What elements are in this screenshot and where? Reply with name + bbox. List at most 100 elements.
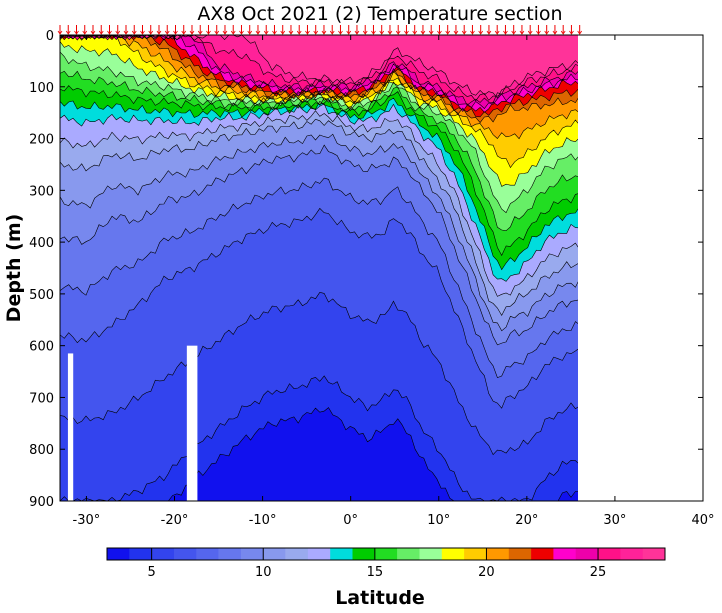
isotherm-26 [60,35,578,102]
x-tick-label: 0° [343,513,358,528]
colorbar-swatch [196,548,219,560]
colorbar-tick-label: 5 [147,565,155,580]
profile-marker-head [197,30,203,35]
profile-marker-head [577,30,583,35]
profile-marker-head [239,30,244,35]
profile-marker-head [560,30,566,35]
colorbar-swatch [374,548,398,560]
chart-title: AX8 Oct 2021 (2) Temperature section [197,3,562,25]
colorbar-swatch [553,548,576,560]
colorbar-tick-label: 20 [478,565,495,580]
profile-marker-head [74,30,79,35]
colorbar-swatch [464,548,487,560]
profile-marker-head [247,30,253,35]
x-tick-label: -30° [73,513,101,528]
profile-marker-head [82,30,88,35]
colorbar-tick-label: 10 [255,565,272,580]
profile-marker-head [453,30,459,35]
profile-marker-head [214,30,220,35]
colorbar-swatch [151,548,175,560]
colorbar-swatch [441,548,465,560]
x-tick-label: 30° [603,513,626,528]
profile-marker-head [420,30,426,35]
colorbar-swatch [129,548,152,560]
y-axis-label: Depth (m) [3,214,25,323]
isotherm-6 [60,291,578,456]
profile-marker-head [519,30,525,35]
y-axis-ticks: 0 100 200 300 400 500 600 700 800 900 [29,29,703,510]
profile-marker-head [461,30,467,35]
profile-marker-head [313,30,319,35]
isotherm-24 [60,35,578,109]
isotherm-27 [60,35,578,99]
colorbar-swatch [307,548,331,560]
temperature-contour-field [60,35,578,501]
colorbar-swatch [285,548,309,560]
isotherm-8 [60,177,578,378]
x-tick-label: 40° [691,513,714,528]
profile-marker-head [544,30,550,35]
profile-marker-head [338,30,343,35]
colorbar-swatch [107,548,130,560]
colorbar-swatch [508,548,532,560]
profile-marker-head [428,30,434,35]
profile-marker-head [511,30,517,35]
profile-marker-head [230,30,236,35]
colorbar [106,547,666,561]
colorbar-swatch [419,548,443,560]
y-tick-label: 300 [29,184,54,199]
isotherm-12 [60,110,578,297]
x-tick-label: -10° [249,513,277,528]
profile-marker-head [280,30,286,35]
profile-marker-head [445,30,451,35]
isotherm-14 [60,97,578,271]
profile-marker-head [527,30,533,35]
isotherm-15 [60,85,578,257]
profile-marker-head [263,30,269,35]
profile-marker-head [329,30,335,35]
y-tick-label: 0 [46,29,54,44]
isotherm-22 [60,35,578,118]
profile-marker-head [107,30,112,35]
profile-marker-head [354,30,360,35]
profile-marker-head [379,30,385,35]
y-tick-label: 400 [29,236,54,251]
profile-marker-head [470,30,475,35]
profile-marker-head [486,30,492,35]
profile-marker-head [65,30,71,35]
contour-band-27 [60,35,578,98]
colorbar-swatch [598,548,621,560]
isotherm-18 [60,41,578,187]
isotherm-9 [60,144,578,346]
colorbar-swatch [263,548,286,560]
profile-marker-head [148,30,154,35]
colorbar-tick-label: 25 [590,565,607,580]
y-tick-label: 100 [29,81,54,96]
profile-marker-head [140,30,145,35]
colorbar-frame [106,547,666,561]
profile-marker-head [437,30,442,35]
profile-marker-head [156,30,162,35]
colorbar-swatch [397,548,420,560]
isotherm-17 [60,51,578,214]
colorbar-swatch [642,548,666,560]
profile-marker-head [494,30,500,35]
x-tick-label: 10° [427,513,450,528]
profile-marker-head [362,30,368,35]
profile-marker-head [288,30,294,35]
profile-marker-head [296,30,302,35]
profile-marker-head [371,30,376,35]
profile-marker-head [412,30,418,35]
y-tick-label: 900 [29,495,54,510]
profile-marker-head [404,30,409,35]
profile-marker-head [222,30,228,35]
profile-marker-head [57,30,63,35]
y-tick-label: 200 [29,133,54,148]
profile-marker-head [164,30,170,35]
y-tick-label: 800 [29,443,54,458]
colorbar-ticks: 5 10 15 20 25 [147,548,606,580]
colorbar-swatch [620,548,643,560]
profile-marker-head [115,30,121,35]
profile-marker-head [123,30,129,35]
